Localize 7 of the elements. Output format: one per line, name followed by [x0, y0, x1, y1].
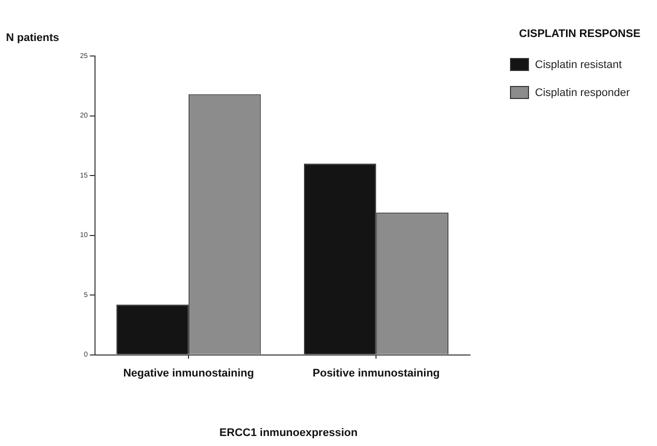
y-axis-title: N patients: [6, 32, 60, 44]
x-tick-label: Negative inmunostaining: [123, 367, 254, 380]
legend-label: Cisplatin resistant: [535, 58, 622, 70]
x-tick-label: Positive inmunostaining: [312, 367, 440, 380]
legend-title: CISPLATIN RESPONSE: [519, 28, 640, 40]
x-axis-title: ERCC1 inmunoexpression: [218, 427, 359, 439]
legend-label: Cisplatin responder: [535, 86, 630, 98]
